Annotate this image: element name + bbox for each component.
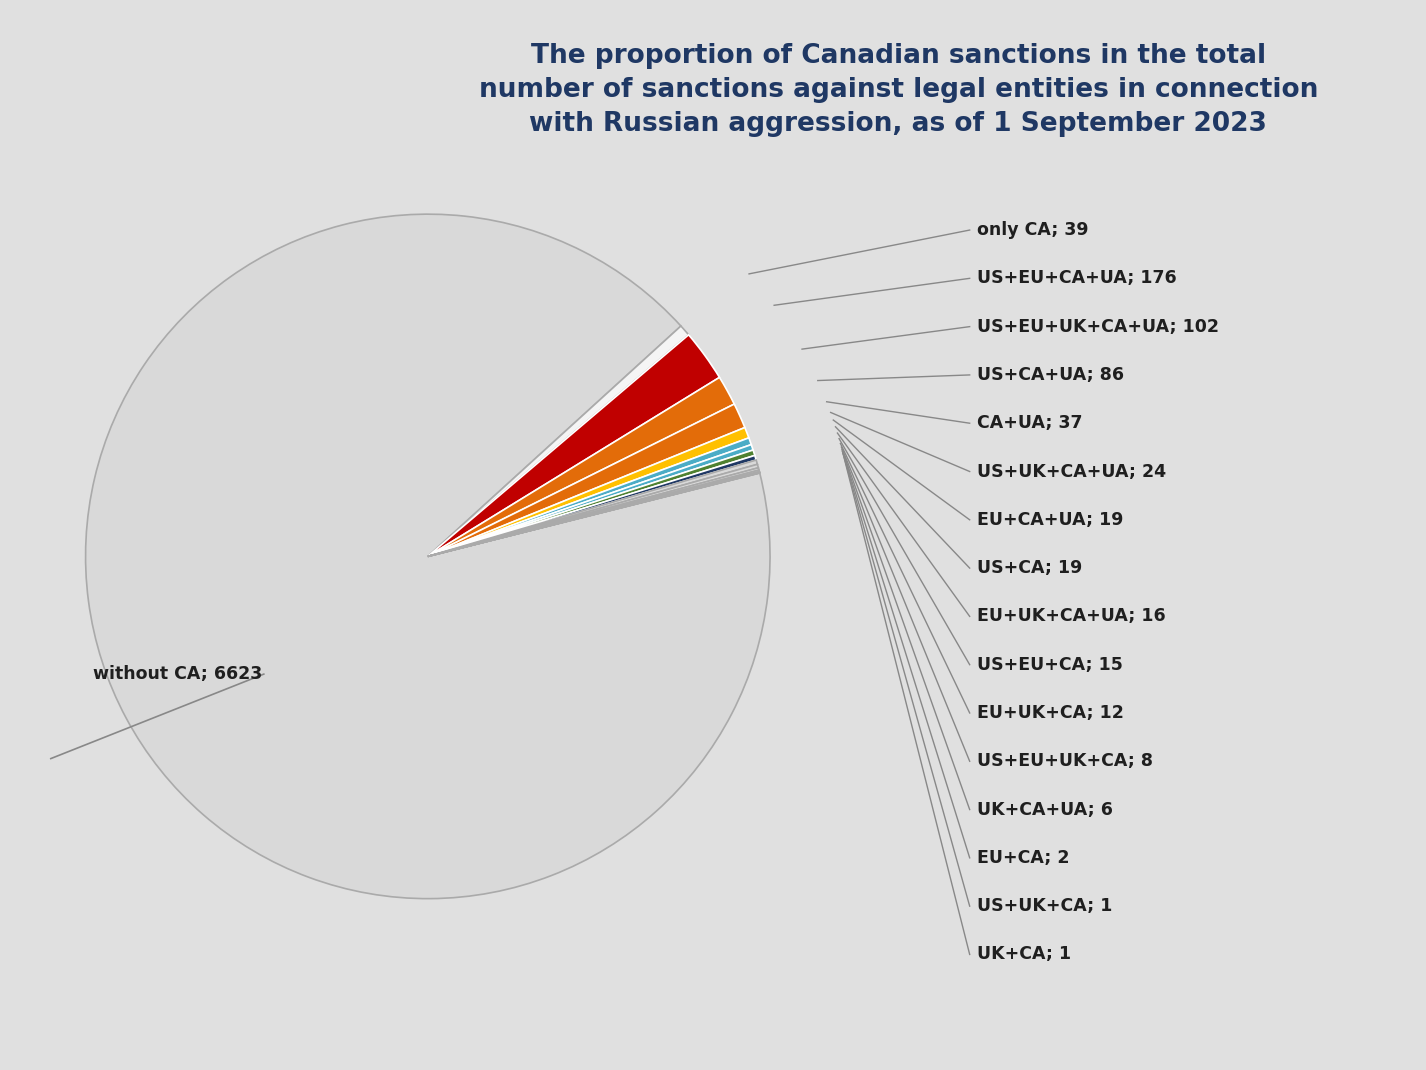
Wedge shape (428, 404, 744, 556)
Text: US+UK+CA; 1: US+UK+CA; 1 (977, 897, 1112, 915)
Wedge shape (428, 460, 757, 556)
Text: US+EU+CA+UA; 176: US+EU+CA+UA; 176 (977, 270, 1176, 288)
Text: EU+UK+CA; 12: EU+UK+CA; 12 (977, 704, 1124, 722)
Wedge shape (428, 456, 756, 556)
Text: EU+CA+UA; 19: EU+CA+UA; 19 (977, 510, 1124, 529)
Text: EU+UK+CA+UA; 16: EU+UK+CA+UA; 16 (977, 608, 1165, 625)
Wedge shape (428, 468, 759, 556)
Text: US+CA; 19: US+CA; 19 (977, 560, 1082, 577)
Text: UK+CA+UA; 6: UK+CA+UA; 6 (977, 800, 1112, 819)
Wedge shape (428, 438, 752, 556)
Wedge shape (428, 464, 759, 556)
Wedge shape (428, 378, 734, 556)
Text: without CA; 6623: without CA; 6623 (93, 666, 262, 683)
Text: US+EU+CA; 15: US+EU+CA; 15 (977, 656, 1122, 674)
Text: EU+CA; 2: EU+CA; 2 (977, 849, 1070, 867)
Text: CA+UA; 37: CA+UA; 37 (977, 414, 1082, 432)
Wedge shape (428, 473, 760, 556)
Text: US+EU+UK+CA; 8: US+EU+UK+CA; 8 (977, 752, 1152, 770)
Text: US+CA+UA; 86: US+CA+UA; 86 (977, 366, 1124, 384)
Wedge shape (86, 214, 770, 899)
Wedge shape (428, 450, 754, 556)
Text: US+EU+UK+CA+UA; 102: US+EU+UK+CA+UA; 102 (977, 318, 1219, 336)
Wedge shape (428, 470, 760, 556)
Wedge shape (428, 326, 689, 556)
Wedge shape (428, 472, 760, 556)
Wedge shape (428, 335, 720, 556)
Wedge shape (428, 473, 760, 556)
Text: US+UK+CA+UA; 24: US+UK+CA+UA; 24 (977, 462, 1166, 480)
Wedge shape (428, 445, 753, 556)
Text: UK+CA; 1: UK+CA; 1 (977, 946, 1071, 963)
Text: The proportion of Canadian sanctions in the total
number of sanctions against le: The proportion of Canadian sanctions in … (479, 43, 1318, 137)
Wedge shape (428, 428, 749, 556)
Text: only CA; 39: only CA; 39 (977, 221, 1088, 239)
